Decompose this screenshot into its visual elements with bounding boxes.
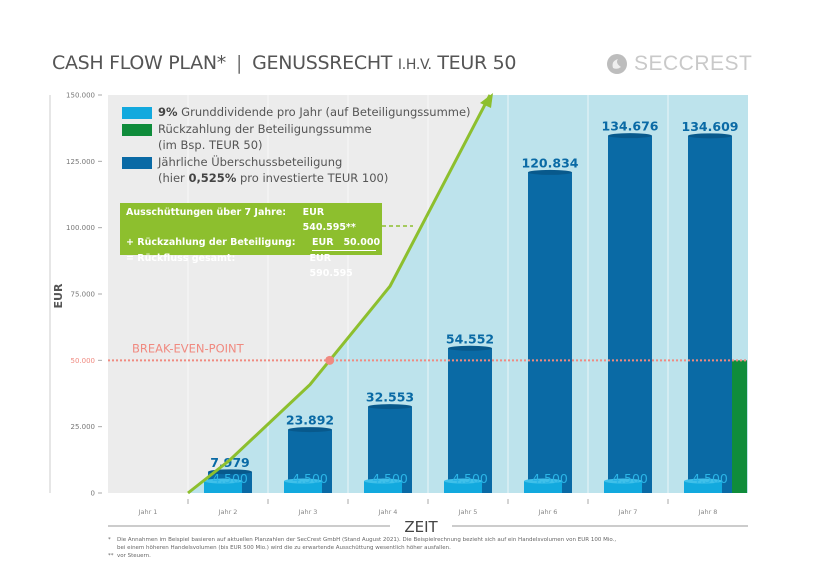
x-tick-label: Jahr 7	[618, 508, 638, 516]
summary-row: Ausschüttungen über 7 Jahre: EUR 540.595*…	[126, 205, 376, 235]
bar-surplus	[688, 135, 732, 493]
footnote: * Die Annahmen im Beispiel basieren auf a…	[108, 537, 617, 543]
y-tick-label: 0	[91, 490, 95, 498]
bar-surplus	[608, 135, 652, 494]
seccrest-circle-logo-icon	[607, 54, 627, 74]
bar-dividend-top	[204, 478, 242, 484]
legend-item-surplus: Jährliche Überschussbeteiligung	[158, 155, 343, 169]
title-main: CASH FLOW PLAN*	[52, 52, 226, 74]
bar-dividend-label: 4.500	[292, 471, 328, 486]
bar-repayment	[732, 360, 747, 493]
summary-row: + Rückzahlung der Beteiligung: EUR 50.000	[126, 235, 380, 251]
bar-dividend	[524, 481, 562, 493]
bar-dividend-top	[684, 478, 722, 484]
bar-dividend-label: 4.500	[372, 471, 408, 486]
x-tick-label: Jahr 1	[138, 508, 158, 516]
bar-dividend-top	[524, 478, 562, 484]
x-tick-label: Jahr 8	[698, 508, 718, 516]
bar-dividend	[284, 481, 322, 493]
y-tick-label: 150.000	[66, 92, 95, 100]
bar-dividend-label: 4.500	[612, 471, 648, 486]
break-even-label: BREAK-EVEN-POINT	[132, 341, 245, 355]
cumulative-arrowhead	[480, 93, 493, 108]
summary-box: Ausschüttungen über 7 Jahre: EUR 540.595*…	[120, 203, 382, 279]
bar-surplus-top	[688, 133, 732, 139]
summary-label: = Rückfluss gesamt:	[126, 253, 236, 264]
legend-item-repayment: Rückzahlung der Beteiligungssumme	[158, 122, 372, 136]
bar-surplus-label: 120.834	[522, 155, 579, 170]
title-small: I.H.V.	[397, 57, 432, 73]
legend-item-dividend: 9% Grunddividende pro Jahr (auf Beteilig…	[158, 105, 471, 119]
title-sub: GENUSSRECHT	[252, 52, 393, 74]
bar-surplus-label: 23.892	[286, 413, 334, 428]
legend-swatch-surplus	[122, 157, 152, 169]
bar-surplus-label: 134.609	[682, 119, 739, 134]
bar-dividend	[204, 481, 242, 493]
legend-swatch-dividend	[122, 107, 152, 119]
summary-row: = Rückfluss gesamt: EUR 590.595	[126, 251, 376, 281]
x-tick-label: Jahr 5	[458, 508, 478, 516]
x-tick-label: Jahr 2	[218, 508, 238, 516]
bar-dividend-label: 4.500	[212, 471, 248, 486]
bar-dividend-top	[444, 478, 482, 484]
summary-value: EUR 590.595	[309, 253, 353, 279]
bar-surplus-top	[208, 469, 252, 475]
legend-swatch-repayment	[122, 124, 152, 136]
bar-surplus-top	[368, 404, 412, 410]
legend-item-repayment-note: (im Bsp. TEUR 50)	[158, 138, 263, 152]
summary-label: + Rückzahlung der Beteiligung:	[126, 237, 296, 248]
page-title: CASH FLOW PLAN* | GENUSSRECHT I.H.V. TEUR …	[52, 52, 517, 74]
y-tick-label: 125.000	[66, 158, 95, 166]
y-tick-label: 25.000	[71, 423, 96, 431]
title-end: TEUR 50	[437, 52, 517, 74]
bar-dividend-label: 4.500	[692, 471, 728, 486]
bar-dividend-top	[604, 478, 642, 484]
bar-dividend	[364, 481, 402, 493]
title-separator: |	[235, 52, 243, 74]
bar-surplus-label: 32.553	[366, 390, 414, 405]
y-tick-label: 50.000	[71, 357, 96, 365]
bar-dividend-top	[364, 478, 402, 484]
bar-surplus-label: 134.676	[602, 119, 659, 134]
bar-dividend-top	[284, 478, 322, 484]
bar-dividend-label: 4.500	[532, 471, 568, 486]
x-tick-label: Jahr 3	[298, 508, 318, 516]
footnote: ** vor Steuern.	[108, 553, 151, 559]
summary-label: Ausschüttungen über 7 Jahre:	[126, 207, 287, 218]
logo: SECCREST	[606, 52, 752, 76]
cumulative-line	[187, 94, 492, 495]
x-tick-label: Jahr 6	[538, 508, 558, 516]
bar-dividend	[684, 481, 722, 493]
bar-surplus-top	[528, 169, 572, 175]
y-tick-label: 75.000	[71, 291, 96, 299]
bar-dividend	[444, 481, 482, 493]
y-tick-label: 100.000	[66, 224, 95, 232]
bar-dividend	[604, 481, 642, 493]
bar-surplus-label: 7.979	[210, 455, 250, 470]
footnote: bei einem höheren Handelsvolumen (bis EU…	[117, 545, 451, 551]
bar-surplus	[528, 172, 572, 493]
break-even-point-marker	[325, 355, 335, 365]
bar-surplus	[368, 406, 412, 493]
bar-surplus-label: 54.552	[446, 331, 494, 346]
bar-surplus	[448, 348, 492, 493]
bar-surplus-top	[608, 133, 652, 139]
summary-value: EUR 50.000	[312, 235, 380, 251]
x-axis-label: ZEIT	[404, 518, 438, 536]
legend-item-surplus-note: (hier 0,525% pro investierte TEUR 100)	[158, 171, 389, 185]
x-tick-label: Jahr 4	[378, 508, 398, 516]
y-axis-label: EUR	[52, 283, 65, 308]
bar-surplus-top	[448, 345, 492, 351]
summary-value: EUR 540.595**	[302, 207, 356, 233]
bar-surplus-top	[288, 427, 332, 433]
logo-text: SECCREST	[634, 52, 753, 75]
bar-dividend-label: 4.500	[452, 471, 488, 486]
